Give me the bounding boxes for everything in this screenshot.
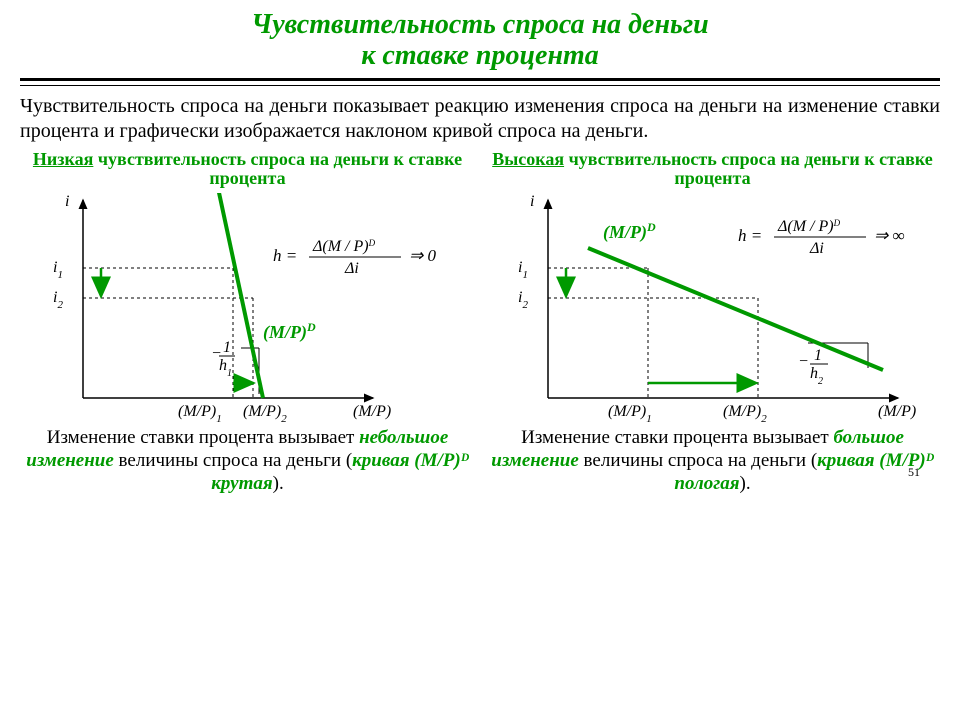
page-number: 51	[908, 465, 920, 479]
right-chart: i (M/P) i1 i2 − 1 h2 (M/P)D	[493, 193, 933, 423]
svg-text:(M/P)2: (M/P)2	[243, 403, 287, 423]
page-title: Чувствительность спроса на деньги к став…	[20, 10, 940, 72]
svg-text:i1: i1	[518, 259, 528, 281]
svg-text:(M/P)2: (M/P)2	[723, 403, 767, 423]
svg-text:i1: i1	[53, 259, 63, 281]
svg-text:h2: h2	[810, 365, 823, 387]
curve-label-right: (M/P)D	[603, 220, 656, 243]
left-column: Низкая чувствительность спроса на деньги…	[20, 150, 475, 496]
right-heading: Высокая чувствительность спроса на деньг…	[485, 150, 940, 190]
svg-text:Δi: Δi	[809, 240, 824, 257]
demand-curve-right	[588, 248, 883, 370]
divider	[20, 78, 940, 86]
title-line2: к ставке процента	[361, 40, 599, 71]
svg-text:i: i	[530, 193, 534, 210]
svg-text:h =: h =	[738, 226, 762, 245]
right-caption: Изменение ставки процента вызывает больш…	[485, 427, 940, 495]
right-column: Высокая чувствительность спроса на деньг…	[485, 150, 940, 496]
title-line1: Чувствительность спроса на деньги	[251, 9, 708, 40]
svg-text:i2: i2	[53, 289, 63, 311]
svg-text:Δ(M / P)D: Δ(M / P)D	[312, 238, 376, 255]
left-chart: i (M/P) i1 i2 − 1	[28, 193, 468, 423]
svg-text:i2: i2	[518, 289, 528, 311]
svg-text:−: −	[798, 353, 809, 370]
svg-text:1: 1	[814, 347, 822, 364]
svg-text:h =: h =	[273, 246, 297, 265]
left-heading: Низкая чувствительность спроса на деньги…	[20, 150, 475, 190]
intro-text: Чувствительность спроса на деньги показы…	[20, 94, 940, 144]
svg-text:h1: h1	[219, 357, 232, 379]
curve-label-left: (M/P)D	[263, 320, 316, 343]
formula-left: h = Δ(M / P)D Δi ⇒ 0	[273, 238, 436, 277]
svg-text:(M/P): (M/P)	[878, 403, 916, 420]
svg-text:1: 1	[223, 339, 231, 356]
left-caption: Изменение ставки процента вызывает небол…	[20, 427, 475, 495]
x-axis-label: (M/P)	[353, 403, 391, 420]
formula-right: h = Δ(M / P)D Δi ⇒ ∞	[738, 218, 905, 257]
svg-text:Δ(M / P)D: Δ(M / P)D	[777, 218, 841, 235]
svg-text:(M/P)1: (M/P)1	[608, 403, 652, 423]
svg-text:Δi: Δi	[344, 260, 359, 277]
svg-text:⇒ ∞: ⇒ ∞	[874, 226, 905, 245]
svg-text:(M/P)1: (M/P)1	[178, 403, 222, 423]
y-axis-label: i	[65, 193, 69, 210]
svg-text:⇒ 0: ⇒ 0	[409, 246, 436, 265]
